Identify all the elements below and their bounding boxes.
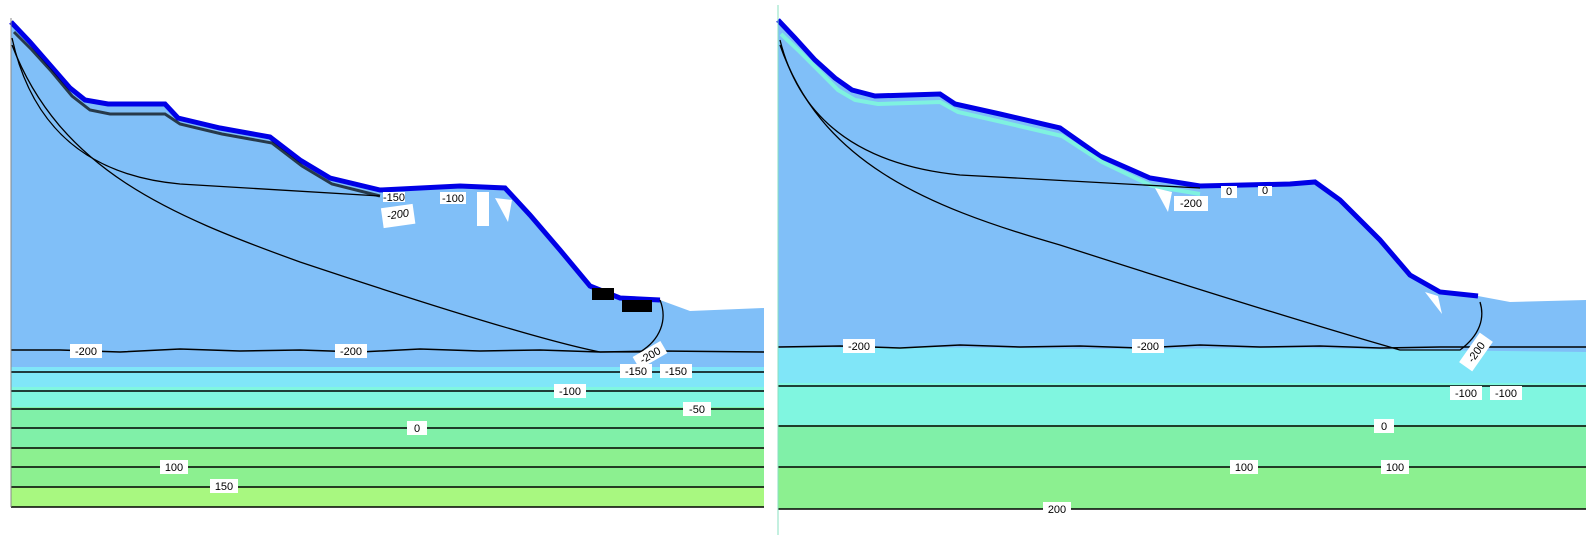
right-contour-curve-2 — [779, 44, 1483, 351]
right-label-10: 200 — [1043, 502, 1071, 516]
left-band-green-3 — [11, 447, 764, 467]
left-notch-2 — [495, 198, 512, 222]
left-panel: -200 -200 -200 -150 -150 -100 -50 0 100 … — [9, 18, 765, 508]
right-band-blue — [778, 345, 1586, 383]
left-label-9: 100 — [160, 460, 188, 474]
left-band-green-2 — [11, 427, 764, 447]
right-label-9: 100 — [1381, 460, 1409, 474]
svg-text:-200: -200 — [386, 207, 410, 222]
svg-text:100: 100 — [1386, 462, 1404, 474]
svg-text:100: 100 — [165, 462, 183, 474]
left-label-13: -100 — [440, 192, 466, 205]
left-contour-curve-2 — [11, 44, 664, 353]
left-band-green-1 — [11, 407, 764, 427]
right-label-7: 0 — [1374, 419, 1394, 433]
left-label-5: -150 — [660, 364, 692, 378]
svg-text:0: 0 — [1381, 421, 1387, 433]
right-label-12: 0 — [1258, 185, 1272, 197]
left-label-8: 0 — [407, 421, 427, 435]
svg-text:-100: -100 — [1495, 388, 1517, 400]
svg-text:0: 0 — [414, 423, 420, 435]
right-band-green-1 — [778, 425, 1586, 467]
left-label-1: -200 — [70, 344, 102, 358]
svg-text:-150: -150 — [625, 366, 647, 378]
svg-text:-200: -200 — [1180, 198, 1202, 210]
right-label-2: -200 — [1132, 339, 1164, 353]
left-pond-2 — [622, 300, 652, 312]
svg-text:-200: -200 — [75, 346, 97, 358]
left-contour-curve-1 — [11, 37, 381, 197]
svg-text:100: 100 — [1235, 462, 1253, 474]
svg-text:-200: -200 — [340, 346, 362, 358]
svg-text:-100: -100 — [559, 386, 581, 398]
left-pond — [592, 288, 614, 300]
left-dark-sublayer — [12, 30, 381, 198]
right-label-5: -100 — [1450, 386, 1482, 400]
left-surface-layer — [9, 20, 661, 303]
left-label-6: -100 — [554, 384, 586, 398]
right-label-11: 0 — [1221, 186, 1237, 198]
svg-text:-50: -50 — [689, 404, 705, 416]
svg-text:-200: -200 — [848, 341, 870, 353]
right-band-green-2 — [778, 467, 1586, 509]
left-label-10: 150 — [210, 479, 238, 493]
svg-text:-100: -100 — [1455, 388, 1477, 400]
left-label-12: -150 — [383, 192, 405, 204]
right-cyan-sublayer — [779, 32, 1201, 196]
svg-text:-150: -150 — [665, 366, 687, 378]
right-notch-1 — [1155, 188, 1172, 212]
right-panel: -200 -200 -200 -200 -100 -100 0 100 100 … — [776, 5, 1586, 535]
left-label-4: -150 — [620, 364, 652, 378]
right-surface-layer — [776, 18, 1479, 299]
svg-text:150: 150 — [215, 481, 233, 493]
svg-text:-150: -150 — [383, 192, 405, 204]
right-label-6: -100 — [1490, 386, 1522, 400]
right-label-4: -200 — [1174, 196, 1208, 211]
right-label-8: 100 — [1230, 460, 1258, 474]
left-band-green-4 — [11, 467, 764, 487]
svg-text:-200: -200 — [1137, 341, 1159, 353]
svg-text:-100: -100 — [442, 193, 464, 205]
left-label-2: -200 — [335, 344, 367, 358]
right-slope-body — [778, 20, 1586, 352]
svg-text:0: 0 — [1226, 186, 1232, 198]
left-notch-1 — [477, 192, 489, 226]
svg-text:0: 0 — [1262, 185, 1268, 197]
right-notch-2 — [1425, 292, 1442, 314]
svg-text:200: 200 — [1048, 504, 1066, 516]
left-label-11: -200 — [380, 203, 416, 229]
left-band-green-5 — [11, 487, 764, 507]
right-label-1: -200 — [843, 339, 875, 353]
left-band-cyan-2 — [11, 387, 764, 407]
left-label-7: -50 — [683, 402, 711, 416]
